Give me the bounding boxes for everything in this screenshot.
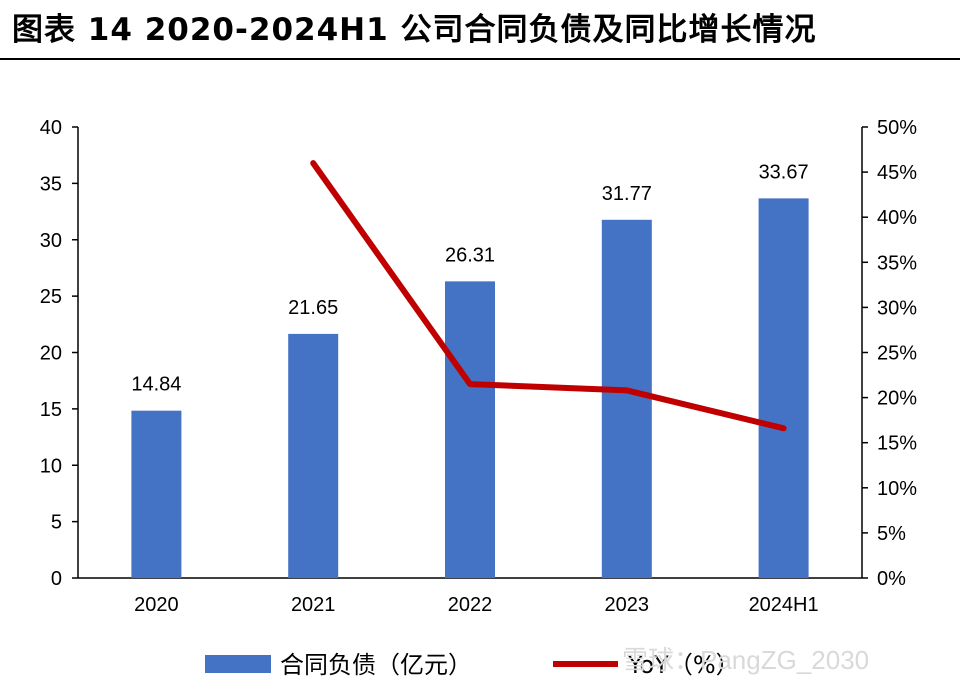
yoy-point	[783, 427, 785, 429]
bar-value-label: 33.67	[759, 161, 809, 183]
yoy-point	[312, 162, 314, 164]
bar	[758, 198, 809, 579]
title-divider	[0, 58, 960, 60]
yoy-line	[310, 160, 787, 432]
right-tick-label: 15%	[877, 433, 917, 455]
x-tick-label: 2024H1	[749, 594, 819, 616]
right-tick-label: 20%	[877, 388, 917, 410]
bar-value-label: 31.77	[602, 183, 652, 205]
right-tick-label: 35%	[877, 252, 917, 274]
left-tick-label: 5	[51, 512, 62, 534]
bar	[288, 333, 339, 578]
legend-label-contract-liabilities: 合同负债（亿元）	[280, 651, 472, 679]
x-tick-label: 2022	[448, 594, 493, 616]
bar	[445, 281, 495, 578]
page-title: 图表 14 2020-2024H1 公司合同负债及同比增长情况	[12, 12, 817, 48]
legend-swatch-bar	[205, 655, 271, 673]
yoy-line-series	[310, 160, 787, 432]
left-tick-label: 30	[40, 230, 62, 252]
left-tick-label: 25	[40, 286, 62, 308]
left-axis: 0 5 10 15 20 25 30 35 40	[40, 117, 79, 590]
left-tick-label: 10	[40, 455, 62, 477]
bar-value-label: 14.84	[131, 374, 181, 396]
left-tick-label: 0	[51, 568, 62, 590]
right-tick-label: 5%	[877, 523, 906, 545]
x-tick-label: 2023	[605, 594, 650, 616]
bar-value-label: 21.65	[288, 297, 338, 319]
right-tick-label: 50%	[877, 117, 917, 139]
right-tick-label: 0%	[877, 568, 906, 590]
watermark: 雪球：PangZG_2030	[622, 645, 869, 675]
yoy-point	[469, 383, 471, 385]
right-tick-label: 10%	[877, 478, 917, 500]
legend-label-yoy: YoY（%）	[627, 651, 740, 679]
bar	[131, 410, 182, 578]
right-axis: 0% 5% 10% 15% 20% 25% 30% 35% 40% 45% 50%	[861, 117, 917, 590]
right-tick-label: 25%	[877, 343, 917, 365]
bar-value-label: 26.31	[445, 244, 495, 266]
x-tick-label: 2020	[134, 594, 179, 616]
x-tick-label: 2021	[291, 594, 336, 616]
right-tick-label: 45%	[877, 162, 917, 184]
legend: 合同负债（亿元） YoY（%）	[205, 651, 740, 679]
bar-data-labels: 14.84 21.65 26.31 31.77 33.67	[131, 161, 808, 395]
right-tick-label: 40%	[877, 207, 917, 229]
bar	[601, 219, 652, 578]
bar-series	[131, 198, 809, 579]
left-tick-label: 15	[40, 399, 62, 421]
yoy-point	[626, 389, 628, 391]
left-tick-label: 35	[40, 173, 62, 195]
left-tick-label: 20	[40, 343, 62, 365]
left-tick-label: 40	[40, 117, 62, 139]
x-axis: 2020 2021 2022 2023 2024H1	[78, 577, 862, 616]
right-tick-label: 30%	[877, 297, 917, 319]
